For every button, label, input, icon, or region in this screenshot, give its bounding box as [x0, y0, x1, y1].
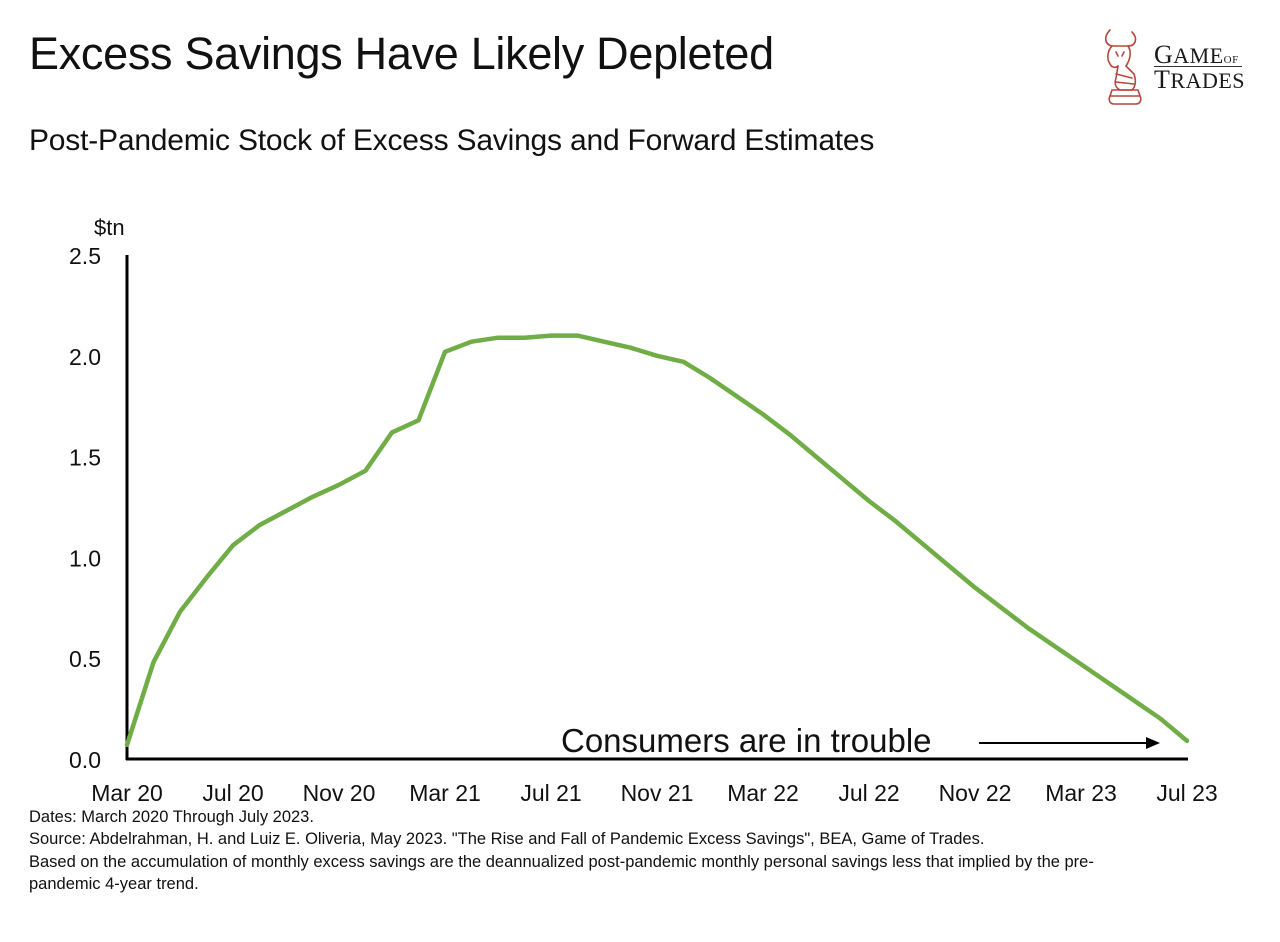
x-tick-labels: Mar 20 Jul 20 Nov 20 Mar 21 Jul 21 Nov 21 Mar …	[91, 780, 1217, 806]
series-points	[126, 335, 1188, 745]
y-tick-labels: 0.0 0.5 1.0 1.5 2.0 2.5	[69, 243, 101, 773]
x-tick-label: Mar 22	[727, 780, 799, 806]
x-tick-label: Jul 20	[202, 780, 263, 806]
footnote-source: Source: Abdelrahman, H. and Luiz E. Oliv…	[29, 830, 985, 848]
logo-wordmark: GAMEOF TRADES	[1154, 40, 1246, 94]
series-line-excess-savings	[124, 333, 1190, 748]
x-tick-label: Nov 22	[939, 780, 1012, 806]
y-axis-unit-label: $tn	[94, 215, 125, 240]
y-tick-label: 1.0	[69, 545, 101, 571]
logo-divider	[1154, 66, 1242, 67]
game-of-trades-logo: GAMEOF TRADES	[1098, 26, 1248, 108]
footnote-method: Based on the accumulation of monthly exc…	[29, 853, 1094, 871]
chart-title: Excess Savings Have Likely Depleted	[29, 28, 774, 79]
y-tick-label: 2.5	[69, 243, 101, 269]
x-tick-label: Mar 21	[409, 780, 481, 806]
y-tick-label: 0.5	[69, 646, 101, 672]
footnote-method-cont: pandemic 4-year trend.	[29, 875, 199, 893]
x-tick-label: Jul 22	[838, 780, 899, 806]
x-tick-label: Jul 23	[1156, 780, 1217, 806]
annotation-arrow-head	[1146, 737, 1160, 749]
x-tick-label: Nov 21	[621, 780, 694, 806]
x-tick-label: Jul 21	[520, 780, 581, 806]
y-tick-label: 2.0	[69, 344, 101, 370]
bull-chess-knight-icon	[1104, 29, 1142, 105]
x-tick-label: Nov 20	[303, 780, 376, 806]
y-tick-label: 0.0	[69, 747, 101, 773]
chart-subtitle: Post-Pandemic Stock of Excess Savings an…	[29, 124, 875, 157]
annotation-text: Consumers are in trouble	[561, 722, 932, 759]
y-tick-label: 1.5	[69, 445, 101, 471]
x-tick-label: Mar 23	[1045, 780, 1117, 806]
x-tick-label: Mar 20	[91, 780, 163, 806]
footnote-dates: Dates: March 2020 Through July 2023.	[29, 808, 314, 826]
